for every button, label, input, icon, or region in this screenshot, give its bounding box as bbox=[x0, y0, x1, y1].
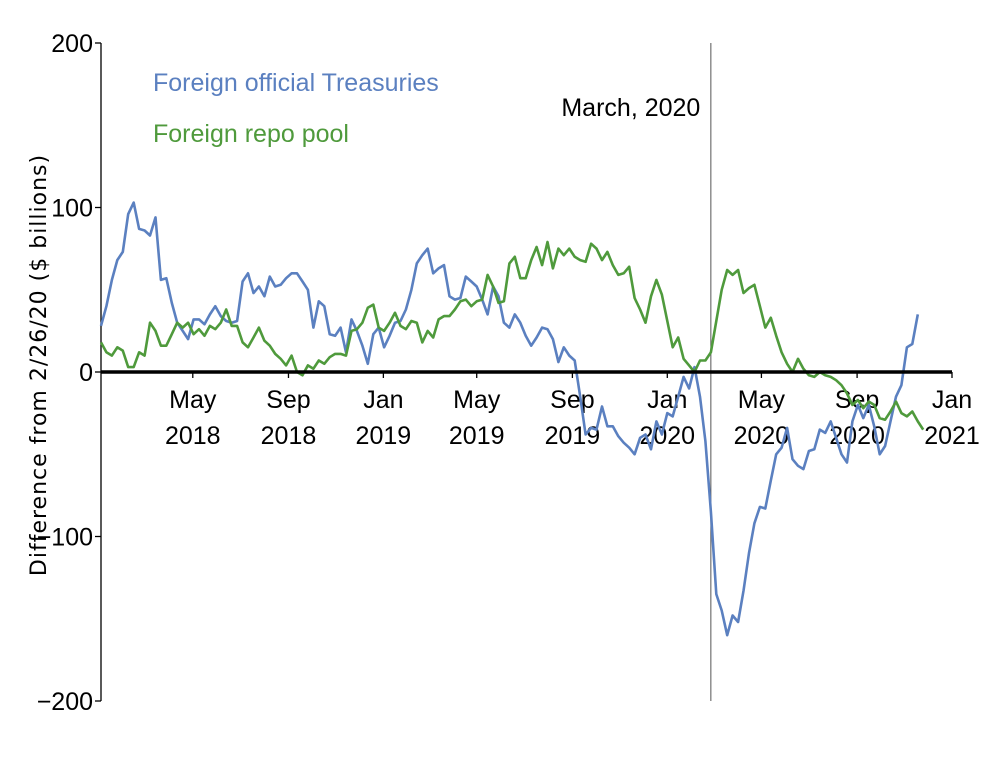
x-tick-label-year: 2019 bbox=[545, 422, 601, 450]
x-tick-label-month: May bbox=[169, 386, 217, 414]
x-tick-label-year: 2019 bbox=[449, 422, 505, 450]
y-tick-label: 0 bbox=[79, 359, 93, 387]
x-tick-label-year: 2021 bbox=[924, 422, 980, 450]
y-tick-label: −100 bbox=[37, 524, 93, 552]
x-tick-label-year: 2020 bbox=[734, 422, 790, 450]
legend-entry-1: Foreign official Treasuries bbox=[153, 69, 439, 97]
march-2020-annotation: March, 2020 bbox=[561, 94, 700, 122]
x-tick-label-year: 2018 bbox=[165, 422, 221, 450]
series-line-2 bbox=[99, 240, 925, 431]
x-tick-label-month: Sep bbox=[266, 386, 310, 414]
series-line-1 bbox=[99, 201, 920, 637]
x-tick-label-month: May bbox=[453, 386, 501, 414]
y-ticks: 200 100 0 −100 −200 bbox=[37, 30, 101, 716]
legend: Foreign official Treasuries Foreign repo … bbox=[153, 69, 439, 148]
series-layer bbox=[99, 201, 925, 637]
x-tick-label-year: 2018 bbox=[261, 422, 317, 450]
x-tick-label-month: Jan bbox=[932, 386, 972, 414]
legend-entry-2: Foreign repo pool bbox=[153, 120, 349, 148]
x-tick-label-year: 2020 bbox=[639, 422, 695, 450]
y-tick-label: −200 bbox=[37, 688, 93, 716]
y-tick-label: 100 bbox=[51, 195, 93, 223]
y-axis-label: Difference from 2/26/20 ($ billions) bbox=[27, 154, 52, 576]
x-ticks: May 2018 Sep 2018 Jan 2019 May 2019 Sep 2019 Jan 20… bbox=[165, 372, 980, 450]
x-tick-label-month: Sep bbox=[550, 386, 594, 414]
x-tick-label-month: Jan bbox=[647, 386, 687, 414]
y-tick-label: 200 bbox=[51, 30, 93, 58]
x-tick-label-year: 2019 bbox=[356, 422, 412, 450]
x-tick-label-month: Jan bbox=[363, 386, 403, 414]
x-tick-label-month: May bbox=[738, 386, 786, 414]
